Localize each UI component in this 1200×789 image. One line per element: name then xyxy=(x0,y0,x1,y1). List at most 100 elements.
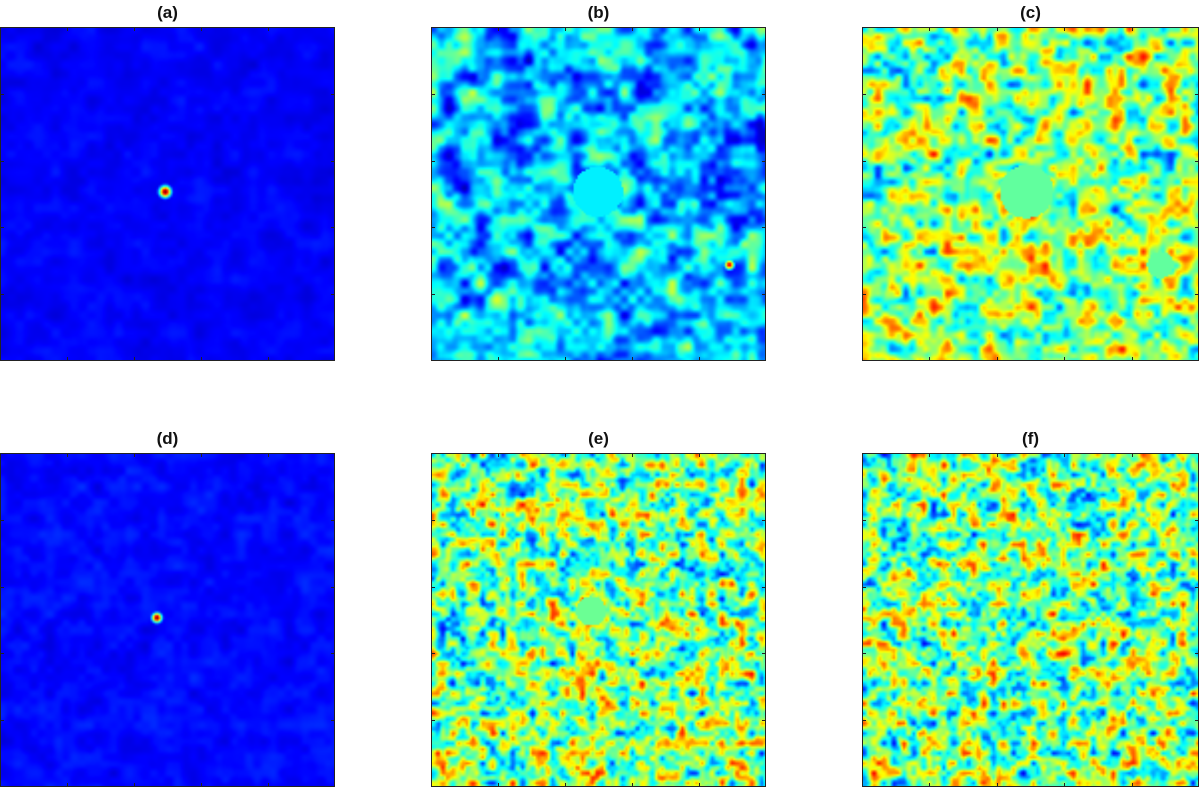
axis-tick xyxy=(201,783,202,787)
axis-tick xyxy=(431,520,435,521)
axis-tick xyxy=(762,227,766,228)
axis-tick xyxy=(431,161,435,162)
axis-tick xyxy=(1195,94,1199,95)
axis-tick xyxy=(762,520,766,521)
heatmap-image xyxy=(0,453,335,787)
axis-tick xyxy=(929,357,930,361)
heatmap-canvas xyxy=(1,454,334,786)
axis-tick xyxy=(0,653,4,654)
axis-tick xyxy=(862,161,866,162)
axis-tick xyxy=(268,27,269,31)
axis-tick xyxy=(67,783,68,787)
axis-tick xyxy=(498,453,499,457)
panel-title: (e) xyxy=(588,429,609,448)
axis-tick xyxy=(134,453,135,457)
axis-tick xyxy=(67,453,68,457)
axis-tick xyxy=(762,294,766,295)
axis-tick xyxy=(1195,294,1199,295)
axis-tick xyxy=(862,720,866,721)
axis-tick xyxy=(431,720,435,721)
heatmap-image xyxy=(862,27,1199,361)
axis-tick xyxy=(0,227,4,228)
axis-tick xyxy=(862,294,866,295)
axis-tick xyxy=(632,357,633,361)
axis-tick xyxy=(762,653,766,654)
axis-tick xyxy=(0,94,4,95)
axis-tick xyxy=(268,357,269,361)
panel-title: (f) xyxy=(1022,429,1039,448)
axis-tick xyxy=(632,27,633,31)
heatmap-image xyxy=(431,453,766,787)
axis-tick xyxy=(201,453,202,457)
heatmap-image xyxy=(862,453,1199,787)
heatmap-canvas xyxy=(863,454,1198,786)
axis-tick xyxy=(762,720,766,721)
axis-tick xyxy=(862,587,866,588)
axis-tick xyxy=(565,357,566,361)
panel-e: (e) xyxy=(431,429,766,787)
axis-tick xyxy=(699,27,700,31)
panel-a: (a) xyxy=(0,3,335,361)
axis-tick xyxy=(1195,520,1199,521)
axis-tick xyxy=(331,653,335,654)
axis-tick xyxy=(929,783,930,787)
axis-tick xyxy=(331,227,335,228)
axis-tick xyxy=(134,783,135,787)
axis-tick xyxy=(498,27,499,31)
heatmap-canvas xyxy=(432,28,765,360)
axis-tick xyxy=(201,357,202,361)
panel-d: (d) xyxy=(0,429,335,787)
axis-tick xyxy=(1195,587,1199,588)
axis-tick xyxy=(0,520,4,521)
axis-tick xyxy=(431,94,435,95)
heatmap-canvas xyxy=(1,28,334,360)
axis-tick xyxy=(997,453,998,457)
panel-title: (b) xyxy=(587,3,610,22)
heatmap-canvas xyxy=(863,28,1198,360)
axis-tick xyxy=(1064,27,1065,31)
axis-tick xyxy=(632,453,633,457)
panel-title: (a) xyxy=(157,3,178,22)
axis-tick xyxy=(0,720,4,721)
axis-tick xyxy=(1195,653,1199,654)
axis-tick xyxy=(498,783,499,787)
axis-tick xyxy=(862,653,866,654)
axis-tick xyxy=(1132,27,1133,31)
axis-tick xyxy=(268,453,269,457)
heatmap-canvas xyxy=(432,454,765,786)
axis-tick xyxy=(1195,161,1199,162)
axis-tick xyxy=(929,453,930,457)
axis-tick xyxy=(331,720,335,721)
axis-tick xyxy=(431,294,435,295)
axis-tick xyxy=(762,94,766,95)
panel-f: (f) xyxy=(862,429,1199,787)
axis-tick xyxy=(1132,783,1133,787)
panel-title: (c) xyxy=(1020,3,1041,22)
axis-tick xyxy=(762,161,766,162)
axis-tick xyxy=(997,783,998,787)
axis-tick xyxy=(862,94,866,95)
axis-tick xyxy=(67,357,68,361)
axis-tick xyxy=(699,357,700,361)
axis-tick xyxy=(1064,357,1065,361)
axis-tick xyxy=(67,27,68,31)
axis-tick xyxy=(331,161,335,162)
axis-tick xyxy=(762,587,766,588)
axis-tick xyxy=(699,783,700,787)
axis-tick xyxy=(997,357,998,361)
axis-tick xyxy=(565,27,566,31)
axis-tick xyxy=(929,27,930,31)
heatmap-image xyxy=(431,27,766,361)
heatmap-image xyxy=(0,27,335,361)
axis-tick xyxy=(431,587,435,588)
axis-tick xyxy=(0,294,4,295)
panel-title: (d) xyxy=(156,429,179,448)
axis-tick xyxy=(0,587,4,588)
axis-tick xyxy=(331,294,335,295)
axis-tick xyxy=(134,357,135,361)
axis-tick xyxy=(331,520,335,521)
axis-tick xyxy=(431,653,435,654)
axis-tick xyxy=(1132,453,1133,457)
axis-tick xyxy=(1132,357,1133,361)
axis-tick xyxy=(0,161,4,162)
